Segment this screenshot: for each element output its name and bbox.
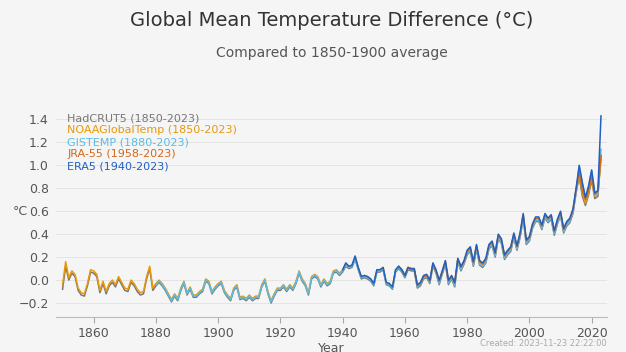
X-axis label: Year: Year bbox=[319, 342, 345, 352]
Text: Compared to 1850-1900 average: Compared to 1850-1900 average bbox=[216, 46, 448, 60]
Text: Global Mean Temperature Difference (°C): Global Mean Temperature Difference (°C) bbox=[130, 11, 533, 30]
Legend: HadCRUT5 (1850-2023), NOAAGlobalTemp (1850-2023), GISTEMP (1880-2023), JRA-55 (1: HadCRUT5 (1850-2023), NOAAGlobalTemp (18… bbox=[68, 113, 237, 171]
Text: Created: 2023-11-23 22:22:00: Created: 2023-11-23 22:22:00 bbox=[481, 339, 607, 348]
Text: °C: °C bbox=[13, 205, 28, 218]
